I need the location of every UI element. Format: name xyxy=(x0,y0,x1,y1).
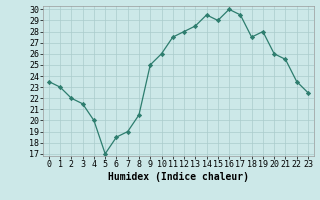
X-axis label: Humidex (Indice chaleur): Humidex (Indice chaleur) xyxy=(108,172,249,182)
